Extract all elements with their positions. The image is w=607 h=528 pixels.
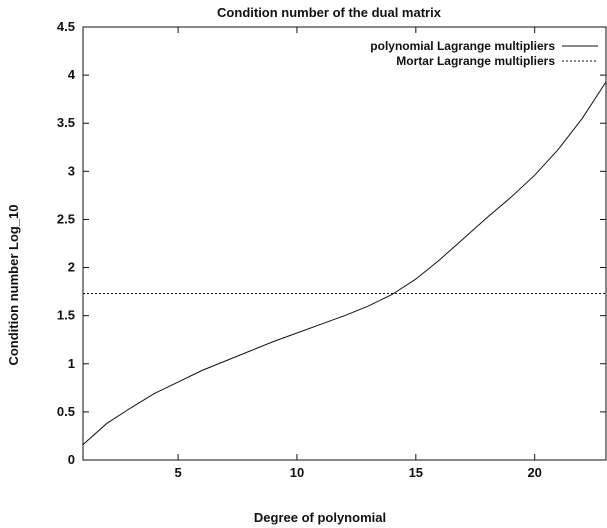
y-tick-label: 1.5 [57, 308, 75, 323]
y-axis-ticks: 0 0.5 1 1.5 2 2.5 3 3.5 4 4.5 [57, 19, 606, 467]
chart-title: Condition number of the dual matrix [217, 5, 442, 20]
legend-entry-polynomial-lagrange-multipliers-label: polynomial Lagrange multipliers [370, 39, 555, 53]
series-lines [82, 81, 607, 445]
y-axis-label: Condition number Log_10 [6, 204, 21, 365]
y-tick-label: 3 [68, 163, 75, 178]
y-tick-label: 2.5 [57, 211, 75, 226]
y-tick-label: 3.5 [57, 115, 75, 130]
x-tick-label: 5 [174, 465, 181, 480]
y-tick-label: 0.5 [57, 404, 75, 419]
legend-entry-mortar-lagrange-multipliers-label: Mortar Lagrange multipliers [396, 54, 555, 68]
x-tick-label: 10 [290, 465, 304, 480]
y-tick-label: 4 [68, 67, 76, 82]
x-axis-ticks: 5 10 15 20 [174, 27, 542, 480]
x-tick-label: 20 [527, 465, 541, 480]
plot-frame [82, 26, 607, 461]
x-axis-label: Degree of polynomial [254, 510, 386, 525]
x-tick-label: 15 [409, 465, 423, 480]
y-tick-label: 2 [68, 260, 75, 275]
series-line-polynomial-lagrange-multipliers [82, 81, 607, 445]
y-tick-label: 1 [68, 356, 75, 371]
y-tick-label: 4.5 [57, 19, 75, 34]
y-tick-label: 0 [68, 452, 75, 467]
